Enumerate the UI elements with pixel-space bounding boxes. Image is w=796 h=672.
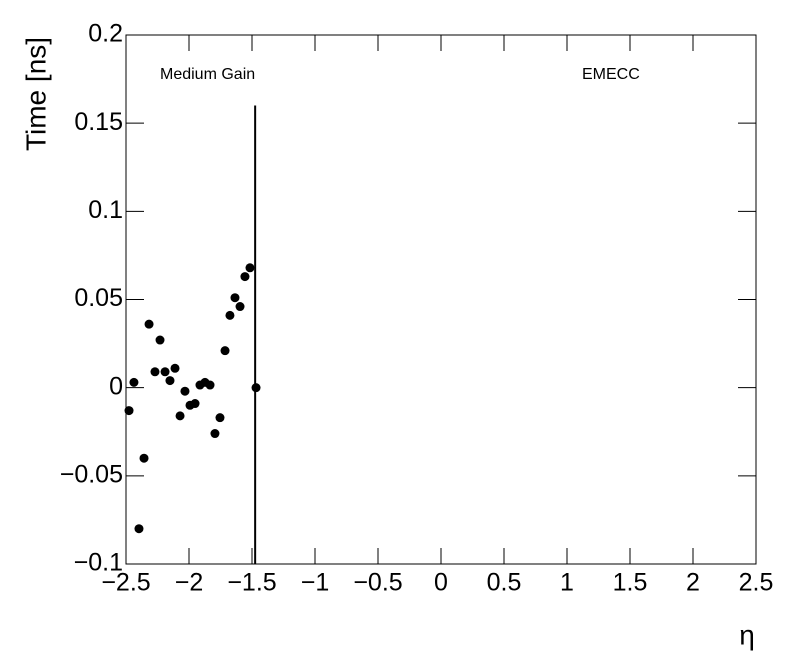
x-tick-label: −2 (175, 569, 204, 597)
data-point (134, 524, 144, 534)
x-tick-label: 1 (560, 569, 574, 597)
data-point (205, 380, 215, 390)
data-point (180, 386, 190, 396)
data-point (129, 377, 139, 387)
data-point (240, 272, 250, 282)
x-tick-label: −1 (301, 569, 330, 597)
data-point (170, 363, 180, 373)
y-axis-label: Time [ns] (20, 37, 51, 151)
data-point (155, 335, 165, 345)
y-tick-label: −0.05 (60, 460, 123, 488)
x-tick-label: 2 (686, 569, 700, 597)
data-point (124, 406, 134, 416)
x-tick-label: −2.5 (101, 569, 150, 597)
data-point (160, 367, 170, 377)
y-tick-label: 0 (109, 372, 123, 400)
data-point (139, 453, 149, 463)
data-point (210, 429, 220, 439)
x-axis-label: η (739, 619, 755, 650)
data-point (220, 346, 230, 356)
y-tick-label: 0.15 (74, 108, 123, 136)
x-tick-label: 0 (434, 569, 448, 597)
data-point (144, 319, 154, 329)
y-tick-label: 0.1 (88, 196, 123, 224)
x-tick-label: 1.5 (613, 569, 648, 597)
data-point (150, 367, 160, 377)
data-point (215, 413, 225, 423)
x-tick-label: 0.5 (487, 569, 522, 597)
plot-frame (125, 34, 757, 565)
y-tick-label: 0.2 (88, 20, 123, 48)
data-point (235, 302, 245, 312)
data-point (165, 376, 175, 386)
data-point (251, 383, 261, 393)
x-tick-label: −1.5 (227, 569, 276, 597)
y-tick-label: −0.1 (74, 549, 123, 577)
data-point (190, 399, 200, 409)
data-point (230, 293, 240, 303)
data-point (175, 411, 185, 421)
y-tick-label: 0.05 (74, 284, 123, 312)
x-tick-label: 2.5 (739, 569, 774, 597)
data-point (225, 310, 235, 320)
x-tick-label: −0.5 (353, 569, 402, 597)
annotation: EMECC (582, 66, 640, 83)
annotation: Medium Gain (160, 66, 255, 83)
data-point (245, 263, 255, 273)
